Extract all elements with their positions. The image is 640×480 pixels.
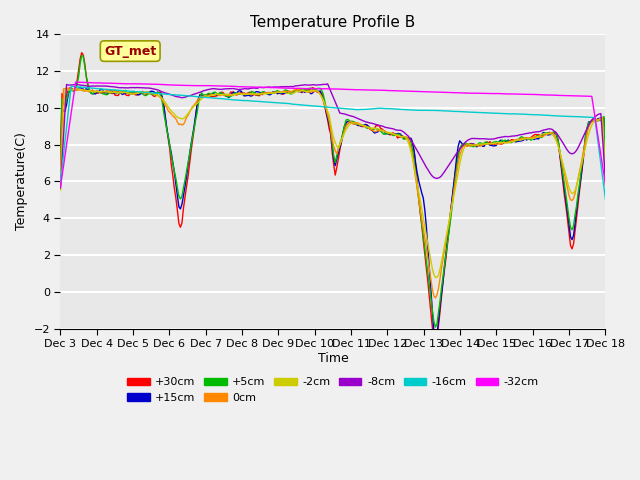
- 0cm: [56, 168, 64, 174]
- -8cm: [219, 86, 227, 92]
- +30cm: [574, 201, 582, 206]
- Line: 0cm: 0cm: [60, 88, 605, 298]
- X-axis label: Time: Time: [317, 352, 348, 365]
- -2cm: [56, 187, 64, 193]
- +15cm: [221, 92, 228, 97]
- +5cm: [239, 91, 246, 96]
- -2cm: [574, 176, 582, 182]
- -16cm: [573, 114, 580, 120]
- +15cm: [431, 340, 439, 346]
- +15cm: [602, 173, 609, 179]
- -16cm: [221, 96, 228, 102]
- +15cm: [296, 88, 304, 94]
- -2cm: [239, 92, 246, 97]
- 0cm: [431, 295, 439, 301]
- +30cm: [56, 155, 64, 161]
- -32cm: [125, 81, 132, 87]
- -16cm: [239, 97, 246, 103]
- -32cm: [248, 84, 255, 90]
- +15cm: [76, 84, 84, 90]
- 0cm: [239, 91, 246, 96]
- +5cm: [431, 324, 439, 330]
- -8cm: [573, 147, 580, 153]
- -16cm: [602, 196, 609, 202]
- +30cm: [221, 91, 228, 97]
- 0cm: [574, 176, 582, 181]
- -8cm: [324, 81, 332, 87]
- Line: -2cm: -2cm: [60, 89, 605, 277]
- -8cm: [56, 185, 64, 191]
- -8cm: [237, 86, 245, 92]
- +5cm: [574, 190, 582, 196]
- -32cm: [72, 79, 79, 85]
- +15cm: [56, 165, 64, 171]
- +30cm: [125, 93, 132, 98]
- Title: Temperature Profile B: Temperature Profile B: [250, 15, 415, 30]
- -32cm: [602, 181, 609, 187]
- -16cm: [56, 180, 64, 185]
- +5cm: [125, 90, 132, 96]
- -32cm: [56, 184, 64, 190]
- Text: GT_met: GT_met: [104, 45, 156, 58]
- +30cm: [78, 50, 86, 56]
- Line: -32cm: -32cm: [60, 82, 605, 187]
- Line: +30cm: +30cm: [60, 53, 605, 344]
- -32cm: [573, 93, 580, 99]
- 0cm: [64, 85, 72, 91]
- -32cm: [221, 83, 228, 89]
- +15cm: [125, 91, 132, 96]
- +30cm: [296, 88, 304, 94]
- Legend: +30cm, +15cm, +5cm, 0cm, -2cm, -8cm, -16cm, -32cm: +30cm, +15cm, +5cm, 0cm, -2cm, -8cm, -16…: [123, 373, 543, 408]
- 0cm: [296, 87, 304, 93]
- +5cm: [56, 158, 64, 164]
- -2cm: [125, 90, 132, 96]
- +5cm: [78, 53, 86, 59]
- -16cm: [248, 98, 255, 104]
- Line: +15cm: +15cm: [60, 87, 605, 343]
- 0cm: [248, 92, 255, 97]
- -8cm: [246, 85, 254, 91]
- +30cm: [248, 90, 255, 96]
- +5cm: [221, 93, 228, 98]
- 0cm: [221, 92, 228, 98]
- -16cm: [125, 88, 132, 94]
- -2cm: [74, 86, 81, 92]
- 0cm: [602, 184, 609, 190]
- +5cm: [296, 87, 304, 93]
- -16cm: [296, 102, 304, 108]
- +15cm: [248, 93, 255, 99]
- +30cm: [602, 173, 609, 179]
- Line: -16cm: -16cm: [60, 86, 605, 199]
- Y-axis label: Temperature(C): Temperature(C): [15, 132, 28, 230]
- -8cm: [295, 83, 303, 88]
- -8cm: [602, 177, 609, 183]
- -2cm: [221, 91, 228, 97]
- +5cm: [248, 88, 255, 94]
- -2cm: [431, 275, 439, 280]
- +15cm: [574, 195, 582, 201]
- -2cm: [296, 88, 304, 94]
- +30cm: [431, 341, 439, 347]
- -16cm: [68, 84, 76, 89]
- -32cm: [296, 85, 304, 91]
- -2cm: [602, 173, 609, 179]
- Line: -8cm: -8cm: [60, 84, 605, 188]
- Line: +5cm: +5cm: [60, 56, 605, 327]
- +15cm: [239, 91, 246, 97]
- 0cm: [125, 91, 132, 96]
- -2cm: [248, 91, 255, 96]
- -32cm: [239, 84, 246, 90]
- -8cm: [124, 85, 131, 91]
- +30cm: [239, 91, 246, 96]
- +5cm: [602, 171, 609, 177]
